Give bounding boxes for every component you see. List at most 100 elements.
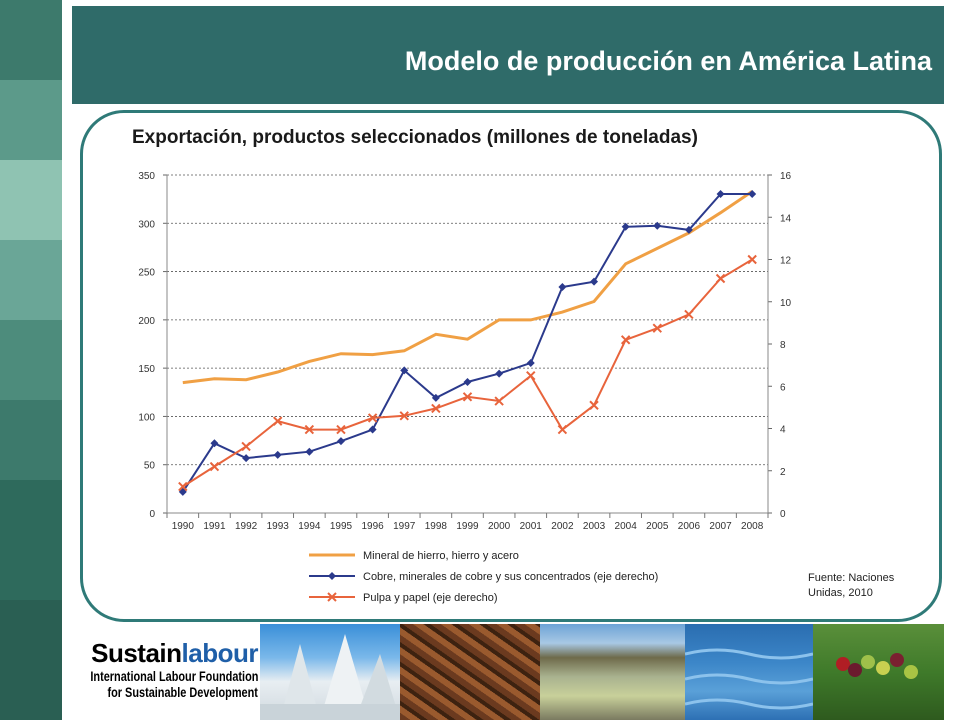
series-point-pulp <box>304 424 315 435</box>
y-left-tick-label: 0 <box>149 509 155 520</box>
logo-line3: for Sustainable Development <box>107 684 258 700</box>
series-point-copper <box>368 425 377 434</box>
y-right-tick-label: 10 <box>780 298 792 309</box>
legend-label-2: Pulpa y papel (eje derecho) <box>363 592 498 604</box>
x-tick-label: 1994 <box>298 521 321 532</box>
y-left-tick-label: 100 <box>138 412 155 423</box>
legend-marker-1 <box>328 572 336 580</box>
series-point-copper <box>716 190 725 199</box>
x-tick-label: 2000 <box>488 521 511 532</box>
x-tick-label: 1995 <box>330 521 353 532</box>
series-point-copper <box>590 277 599 286</box>
series-point-copper <box>336 437 345 446</box>
series-point-copper <box>210 439 219 448</box>
x-tick-label: 1990 <box>172 521 195 532</box>
x-tick-label: 2004 <box>615 521 638 532</box>
series-point-copper <box>526 359 535 368</box>
series-point-copper <box>621 222 630 231</box>
x-tick-label: 2008 <box>741 521 764 532</box>
source-line-1: Fuente: Naciones <box>808 572 895 584</box>
series-point-copper <box>463 378 472 387</box>
slide-title: Modelo de producción en América Latina <box>404 46 932 76</box>
x-tick-label: 2003 <box>583 521 606 532</box>
series-point-pulp <box>462 392 473 402</box>
photo-wetland <box>540 624 685 720</box>
x-tick-label: 2007 <box>709 521 732 532</box>
left-decorative-strip <box>0 0 62 720</box>
series-point-pulp <box>367 413 378 423</box>
y-right-tick-label: 14 <box>780 213 792 224</box>
series-point-copper <box>400 366 409 375</box>
slide-header: Modelo de producción en América Latina <box>72 6 944 104</box>
photo-water <box>685 624 813 720</box>
series-point-pulp <box>526 370 536 381</box>
y-left-tick-label: 50 <box>144 461 156 472</box>
series-point-pulp <box>209 461 220 472</box>
x-tick-label: 1999 <box>456 521 479 532</box>
water-ripples-image <box>685 648 813 710</box>
legend-label-0: Mineral de hierro, hierro y acero <box>363 550 519 562</box>
series-point-pulp <box>652 323 662 333</box>
x-tick-label: 2002 <box>551 521 574 532</box>
series-point-pulp <box>494 396 504 406</box>
logo-line2: International Labour Foundation <box>89 668 258 684</box>
series-point-pulp <box>336 424 346 435</box>
content-panel <box>80 110 942 622</box>
series-point-pulp <box>178 481 188 492</box>
y-left-tick-label: 250 <box>138 268 155 279</box>
x-tick-label: 2001 <box>520 521 543 532</box>
y-right-tick-label: 0 <box>780 509 786 520</box>
series-point-pulp <box>557 424 568 435</box>
x-tick-label: 2005 <box>646 521 669 532</box>
series-point-pulp <box>431 403 441 414</box>
source-note: Fuente: Naciones Unidas, 2010 <box>808 571 894 601</box>
logo-part2: labour <box>181 638 259 668</box>
series-point-copper <box>495 369 504 378</box>
y-left-tick-label: 150 <box>138 364 155 375</box>
series-point-pulp <box>747 254 757 265</box>
y-right-tick-label: 12 <box>780 256 792 267</box>
series-point-copper <box>748 190 757 199</box>
y-left-tick-label: 200 <box>138 316 155 327</box>
y-right-tick-label: 4 <box>780 425 786 436</box>
series-point-copper <box>242 454 251 463</box>
legend-marker-2 <box>327 592 337 602</box>
series-point-pulp <box>399 411 409 421</box>
series-point-pulp <box>620 335 631 345</box>
series-point-pulp <box>684 309 694 320</box>
series-point-pulp <box>589 400 599 410</box>
series-point-copper <box>558 282 567 291</box>
series-point-copper <box>305 447 314 456</box>
series-point-copper <box>653 221 662 230</box>
series-point-pulp <box>715 273 726 284</box>
source-line-2: Unidas, 2010 <box>808 587 873 599</box>
series-point-pulp <box>273 416 283 426</box>
y-right-tick-label: 8 <box>780 340 786 351</box>
y-right-tick-label: 6 <box>780 382 786 393</box>
series-point-pulp <box>241 441 251 452</box>
photo-snowy-trees <box>260 624 400 720</box>
logo-wordmark: Sustainlabour <box>91 638 258 669</box>
chart-title: Exportación, productos seleccionados (mi… <box>132 127 698 148</box>
series-point-copper <box>273 450 282 459</box>
series-point-copper <box>431 393 440 402</box>
y-right-tick-label: 2 <box>780 467 786 478</box>
coffee-berries-image <box>836 653 918 679</box>
y-right-tick-label: 16 <box>780 171 792 182</box>
legend-label-1: Cobre, minerales de cobre y sus concentr… <box>363 571 658 583</box>
x-tick-label: 1992 <box>235 521 258 532</box>
series-line-1 <box>181 193 753 493</box>
x-tick-label: 1991 <box>203 521 226 532</box>
sustainlabour-logo: Sustainlabour International Labour Found… <box>64 636 260 720</box>
snowy-trees-image <box>260 634 400 720</box>
y-left-tick-label: 300 <box>138 219 155 230</box>
x-tick-label: 1997 <box>393 521 416 532</box>
export-line-chart: 0 50 100 150 200 250 300 350 0 2 4 6 8 10 12 14 16 1990 19… <box>138 171 792 604</box>
series-point-copper <box>684 225 693 234</box>
series-line-0 <box>182 190 754 385</box>
logo-part1: Sustain <box>91 638 182 668</box>
x-tick-label: 1993 <box>267 521 290 532</box>
x-tick-label: 1996 <box>361 521 384 532</box>
x-tick-label: 1998 <box>425 521 448 532</box>
y-left-tick-label: 350 <box>138 171 155 182</box>
